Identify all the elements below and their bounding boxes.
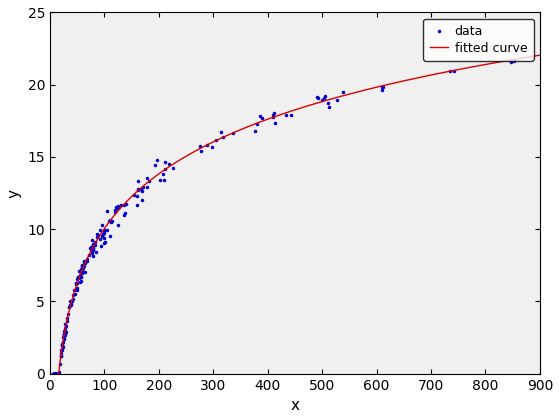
- fitted curve: [402, 78, 408, 83]
- fitted curve: [536, 52, 543, 58]
- data: [134, 202, 141, 207]
- data: [511, 58, 517, 63]
- data: [50, 371, 57, 376]
- data: [450, 68, 457, 74]
- data: [111, 209, 118, 214]
- data: [78, 275, 85, 280]
- fitted curve: [128, 195, 134, 200]
- fitted curve: [55, 371, 62, 376]
- data: [52, 371, 59, 376]
- data: [73, 282, 80, 287]
- fitted curve: [137, 186, 144, 191]
- fitted curve: [257, 119, 264, 124]
- fitted curve: [533, 53, 539, 58]
- Y-axis label: y: y: [7, 189, 22, 197]
- data: [507, 60, 514, 65]
- fitted curve: [427, 73, 434, 78]
- Line: data: data: [51, 59, 516, 376]
- Line: fitted curve: fitted curve: [59, 55, 540, 373]
- Legend: data, fitted curve: data, fitted curve: [423, 19, 534, 61]
- X-axis label: x: x: [291, 398, 300, 413]
